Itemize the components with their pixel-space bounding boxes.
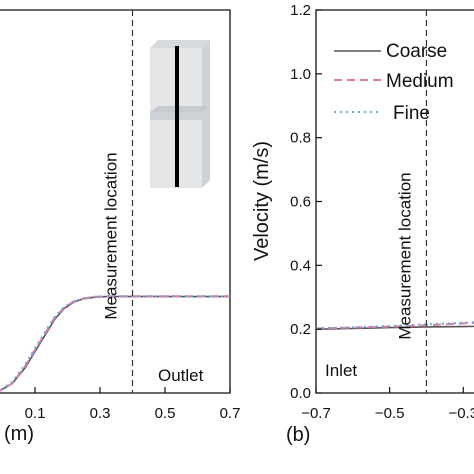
panel-a-measurement-label: Measurement location bbox=[102, 152, 121, 319]
x-tick-label: 0.1 bbox=[25, 405, 46, 422]
legend-label-fine: Fine bbox=[393, 103, 430, 124]
x-tick-label: −0.3 bbox=[448, 405, 474, 422]
x-tick-label: 0.3 bbox=[90, 405, 111, 422]
panel-b-y-axis-label: Velocity (m/s) bbox=[251, 141, 273, 261]
panel-a: Measurement location Outlet 0.1 0.3 0.5 0.7… bbox=[0, 9, 241, 445]
panel-b-inlet-label: Inlet bbox=[325, 361, 357, 380]
y-tick-label: 0.6 bbox=[290, 194, 311, 211]
y-tick-label: 1.2 bbox=[290, 2, 311, 19]
y-tick-label: 0.0 bbox=[290, 385, 311, 402]
legend-label-coarse: Coarse bbox=[386, 41, 447, 62]
inset-plane bbox=[150, 106, 210, 112]
panel-a-series bbox=[0, 295, 230, 392]
geometry-inset bbox=[150, 40, 210, 188]
x-tick-label: −0.5 bbox=[375, 405, 405, 422]
inset-pipe-side bbox=[202, 40, 210, 188]
panel-b-label: (b) bbox=[286, 424, 310, 446]
x-tick-label: 0.5 bbox=[155, 405, 176, 422]
panel-b-y-ticks: 0.0 0.2 0.4 0.6 0.8 1.0 1.2 bbox=[290, 2, 322, 402]
x-tick-label: −0.7 bbox=[301, 405, 331, 422]
panel-b-x-ticks: −0.7 −0.5 −0.3 bbox=[301, 387, 474, 422]
y-tick-label: 0.2 bbox=[290, 321, 311, 338]
y-tick-label: 1.0 bbox=[290, 66, 311, 83]
series-line-fine bbox=[315, 321, 474, 330]
panel-b: Measurement location Inlet 0.00.20.40.60… bbox=[251, 2, 474, 446]
panel-a-x-axis-label: (m) bbox=[4, 423, 34, 445]
y-tick-label: 0.4 bbox=[290, 257, 311, 274]
legend-label-medium: Medium bbox=[386, 71, 454, 92]
x-tick-label: 0.7 bbox=[220, 405, 241, 422]
inset-pipe-body bbox=[150, 40, 210, 48]
panel-b-series bbox=[315, 321, 474, 330]
series-line-medium bbox=[0, 295, 230, 392]
panel-a-outlet-label: Outlet bbox=[158, 366, 204, 385]
panel-b-measurement-label: Measurement location bbox=[395, 172, 414, 339]
panel-a-x-ticks: 0.1 0.3 0.5 0.7 bbox=[25, 387, 241, 422]
panel-a-axes-frame bbox=[0, 9, 231, 394]
legend: Coarse Medium Fine bbox=[334, 41, 454, 124]
y-tick-label: 0.8 bbox=[290, 130, 311, 147]
